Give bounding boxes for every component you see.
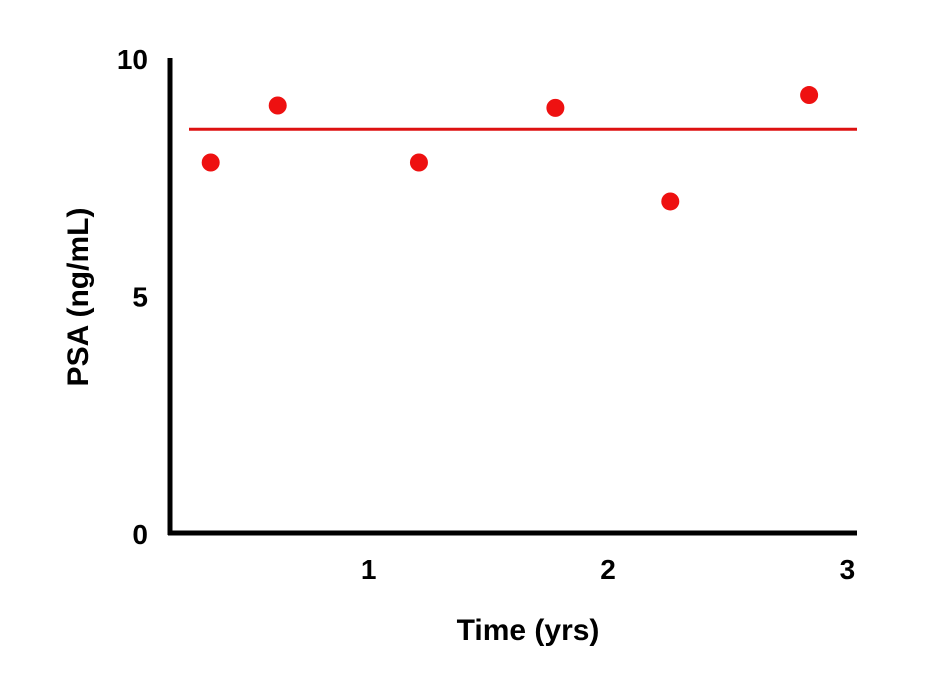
data-point: [409, 153, 428, 172]
x-axis-title: Time (yrs): [457, 614, 600, 647]
y-tick-label: 5: [132, 282, 148, 313]
y-tick-label: 0: [132, 519, 148, 550]
data-point: [546, 98, 565, 117]
x-tick-label: 3: [840, 554, 856, 585]
y-tick-label: 10: [117, 44, 148, 75]
data-point: [268, 96, 287, 115]
x-tick-label: 1: [361, 554, 377, 585]
data-point: [661, 192, 680, 211]
data-point: [201, 153, 220, 172]
x-tick-label: 2: [600, 554, 616, 585]
tick-labels: 1 2 3 0 5 10: [117, 44, 855, 585]
data-points-layer: [201, 86, 819, 211]
y-axis-title: PSA (ng/mL): [62, 208, 95, 387]
data-point: [800, 86, 819, 105]
axes: [167, 58, 857, 536]
